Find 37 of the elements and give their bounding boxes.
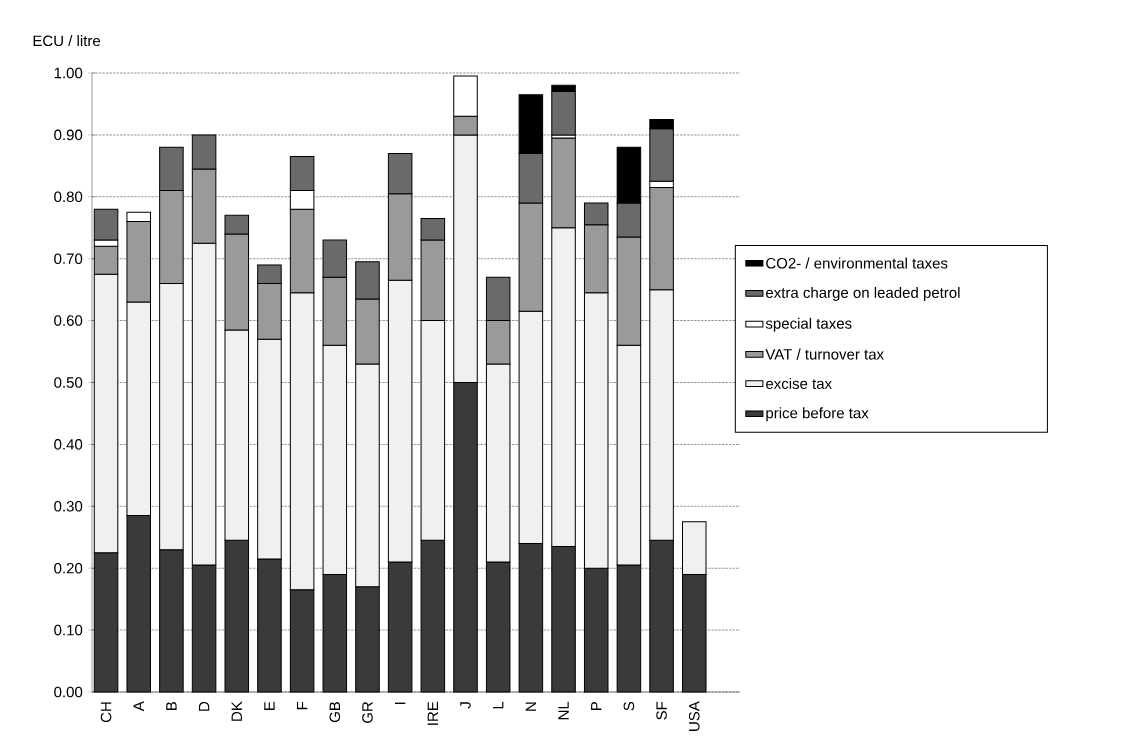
x-tick-label: DK bbox=[231, 701, 242, 721]
y-tick-label: 0.60 bbox=[54, 315, 83, 326]
y-tick-label: 0.10 bbox=[54, 624, 83, 636]
legend-label: price before tax bbox=[766, 407, 869, 422]
x-tick-label: IRE bbox=[427, 701, 438, 725]
y-tick-label: 0.50 bbox=[54, 377, 83, 388]
legend-label: VAT / turnover tax bbox=[765, 348, 884, 360]
x-tick-label: CH bbox=[100, 702, 112, 723]
x-tick-label: GR bbox=[362, 701, 373, 723]
x-tick-label: L bbox=[493, 701, 504, 709]
x-tick-label: I bbox=[395, 702, 406, 704]
y-tick-label: 0.20 bbox=[54, 562, 83, 574]
x-tick-label: P bbox=[591, 702, 602, 710]
x-tick-label: N bbox=[525, 702, 537, 711]
y-tick-label: 0.00 bbox=[54, 686, 83, 698]
x-tick-label: A bbox=[133, 701, 144, 712]
x-tick-label: J bbox=[460, 702, 471, 709]
y-tick-label: 0.30 bbox=[54, 500, 83, 512]
x-tick-label: S bbox=[623, 701, 635, 711]
y-tick-label: 0.90 bbox=[54, 129, 83, 141]
y-tick-label: 0.40 bbox=[54, 439, 83, 450]
x-tick-label: D bbox=[198, 701, 210, 711]
y-axis-title: ECU / litre bbox=[33, 35, 101, 47]
legend-label: special taxes bbox=[765, 317, 852, 332]
x-tick-label: USA bbox=[688, 701, 700, 731]
y-tick-label: 0.80 bbox=[54, 191, 83, 203]
x-tick-label: B bbox=[166, 702, 177, 710]
legend-label: extra charge on leaded petrol bbox=[766, 286, 960, 301]
legend-label: excise tax bbox=[766, 377, 832, 389]
x-tick-label: F bbox=[296, 701, 308, 710]
x-tick-label: SF bbox=[656, 701, 667, 720]
y-tick-label: 0.70 bbox=[54, 253, 83, 264]
x-tick-label: E bbox=[264, 701, 275, 710]
x-tick-label: NL bbox=[558, 701, 569, 720]
legend-label: CO2- / environmental taxes bbox=[766, 257, 948, 269]
x-tick-label: GB bbox=[329, 702, 341, 723]
y-tick-label: 1.00 bbox=[54, 67, 83, 79]
